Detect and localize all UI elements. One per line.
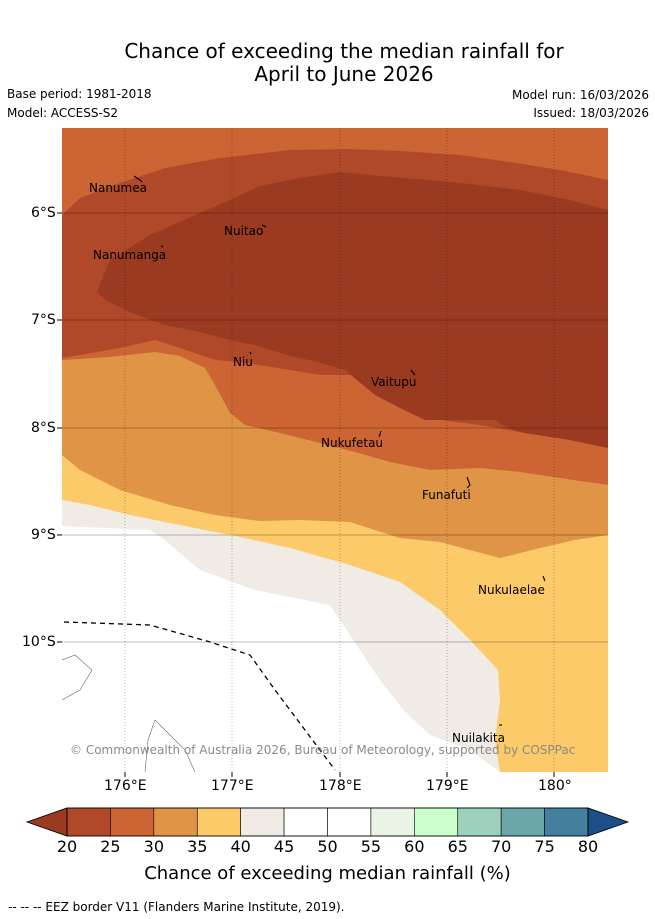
colorbar-tick-45: 45 — [273, 837, 295, 856]
colorbar-bin-60-65 — [414, 807, 459, 837]
title-line-1: Chance of exceeding the median rainfall … — [124, 39, 564, 63]
island-nanumanga — [160, 245, 164, 248]
colorbar-tick-40: 40 — [230, 837, 251, 856]
base-period: Base period: 1981-2018 — [7, 87, 152, 101]
colorbar-tick-60: 60 — [404, 837, 425, 856]
copyright-notice: © Commonwealth of Australia 2026, Bureau… — [70, 743, 576, 757]
colorbar-tick-80: 80 — [577, 837, 599, 856]
colorbar-bin-45-50 — [283, 807, 328, 837]
colorbar-bin-75-80 — [544, 807, 589, 837]
colorbar-bin-55-60 — [370, 807, 415, 837]
colorbar-label: Chance of exceeding median rainfall (%) — [144, 863, 511, 884]
island-nukulaelae — [542, 575, 546, 582]
lon-label-176e: 176°E — [104, 778, 147, 794]
colorbar-tick-75: 75 — [534, 837, 555, 856]
colorbar-bin-50-55 — [327, 807, 372, 837]
colorbar-under-arrow — [25, 807, 68, 837]
colorbar-bin-25-30 — [110, 807, 155, 837]
colorbar-tick-55: 55 — [360, 837, 382, 856]
lon-label-179e: 179°E — [426, 778, 469, 794]
lat-label-6s: 6°S — [31, 205, 56, 221]
colorbar-tick-35: 35 — [187, 837, 208, 856]
colorbar-bin-40-45 — [240, 807, 285, 837]
place-nuilakita: Nuilakita — [452, 731, 505, 745]
island-niu — [249, 351, 252, 355]
lon-label-177e: 177°E — [211, 778, 254, 794]
place-niu: Niu — [233, 355, 253, 369]
colorbar-tick-70: 70 — [490, 837, 512, 856]
lat-label-7s: 7°S — [31, 312, 56, 328]
colorbar-tick-65: 65 — [447, 837, 468, 856]
eez-border — [63, 621, 336, 771]
title-line-2: April to June 2026 — [254, 62, 434, 86]
island-nanumea — [133, 175, 143, 183]
lon-label-178e: 178°E — [319, 778, 362, 794]
colorbar-bin-35-40 — [196, 807, 241, 837]
colorbar-tick-20: 20 — [56, 837, 78, 856]
colorbar-over-arrow — [587, 807, 630, 837]
colorbar-bin-70-75 — [500, 807, 545, 837]
place-nanumanga: Nanumanga — [93, 248, 167, 262]
colorbar-bin-20-25 — [66, 807, 111, 837]
colorbar-tick-25: 25 — [100, 837, 121, 856]
colorbar-bin-30-35 — [153, 807, 198, 837]
place-nuitao: Nuitao — [224, 224, 264, 238]
place-nanumea: Nanumea — [89, 181, 147, 195]
colorbar-tick-50: 50 — [317, 837, 338, 856]
lat-label-9s: 9°S — [31, 527, 56, 543]
island-nukufetau — [378, 430, 382, 438]
colorbar — [25, 807, 630, 837]
model-run: Model run: 16/03/2026 — [511, 88, 649, 102]
lon-label-180: 180° — [538, 778, 572, 794]
colorbar-frame — [66, 807, 589, 837]
lat-label-10s: 10°S — [22, 634, 56, 650]
issued-date: Issued: 18/03/2026 — [533, 106, 649, 120]
colorbar-bin-65-70 — [457, 807, 502, 837]
island-vaitupu — [410, 369, 416, 376]
place-nukufetau: Nukufetau — [321, 436, 384, 450]
island-funafuti — [466, 476, 471, 489]
land-outline-2 — [144, 719, 196, 772]
island-nuitao — [261, 224, 267, 228]
colorbar-tick-30: 30 — [143, 837, 164, 856]
place-funafuti: Funafuti — [422, 488, 471, 502]
lat-label-8s: 8°S — [31, 420, 56, 436]
eez-legend: -- -- -- EEZ border V11 (Flanders Marine… — [8, 900, 345, 914]
model-name: Model: ACCESS-S2 — [7, 106, 119, 120]
place-nukulaelae: Nukulaelae — [478, 583, 545, 597]
chart-title: Chance of exceeding the median rainfall … — [0, 40, 655, 86]
land-outline-1 — [62, 654, 93, 701]
band-under-20 — [97, 172, 608, 448]
place-vaitupu: Vaitupu — [371, 375, 417, 389]
